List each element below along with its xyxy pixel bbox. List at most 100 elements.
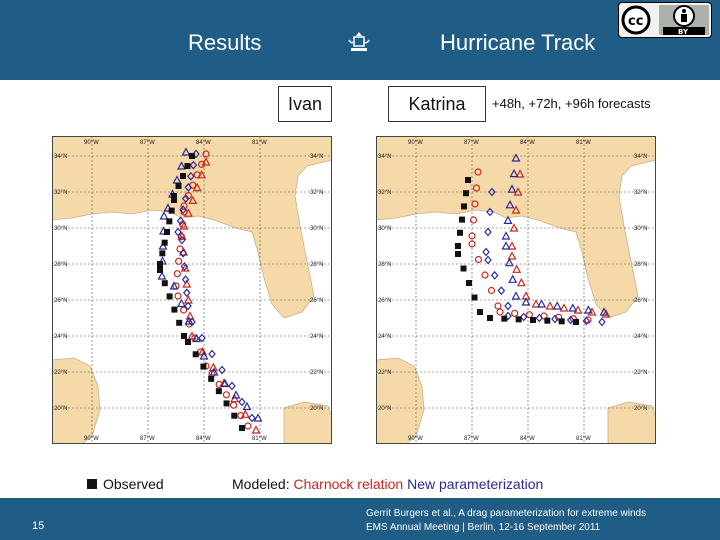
track-marker-observed [192, 351, 199, 358]
track-marker-new-param [535, 313, 544, 323]
track-marker-observed [471, 294, 478, 301]
lat-tick-label-left: 22°N [378, 370, 391, 376]
track-marker-new-param [181, 194, 190, 203]
track-marker-new-param [208, 349, 216, 359]
legend-observed-label: Observed [103, 476, 164, 492]
lon-tick-label-bottom: 84°W [196, 436, 211, 442]
track-marker-charnock [601, 309, 611, 318]
track-marker-charnock [487, 286, 496, 295]
track-marker-new-param [238, 397, 246, 407]
track-marker-charnock [201, 157, 211, 166]
track-marker-new-param [488, 187, 496, 197]
lat-tick-label-right: 30°N [310, 226, 323, 232]
observed-marker-icon [87, 479, 97, 489]
track-marker-observed [530, 317, 536, 323]
lon-tick-label-top: 84°W [520, 140, 535, 146]
legend-modeled: Modeled: Charnock relation New parameter… [232, 476, 543, 492]
track-marker-new-param [228, 381, 236, 391]
track-marker-charnock [222, 391, 230, 399]
lat-tick-label-right: 28°N [310, 262, 323, 268]
track-marker-new-param [505, 200, 515, 209]
track-marker-new-param [180, 261, 189, 271]
track-marker-observed [171, 193, 177, 199]
track-marker-observed [558, 318, 565, 325]
track-marker-observed [208, 375, 215, 382]
lat-tick-label-right: 24°N [634, 334, 647, 340]
cc-text: cc [628, 14, 643, 29]
track-marker-new-param [504, 257, 514, 267]
track-marker-observed [161, 280, 168, 287]
lat-tick-label-left: 34°N [54, 154, 67, 160]
track-marker-new-param [187, 171, 195, 181]
track-marker-observed [176, 319, 183, 326]
track-marker-observed [231, 412, 238, 419]
track-marker-charnock [468, 232, 476, 240]
lat-tick-label-right: 34°N [310, 154, 323, 160]
track-marker-new-param [209, 367, 219, 376]
lon-tick-label-bottom: 90°W [408, 436, 423, 442]
track-marker-charnock [202, 150, 210, 158]
land-area [52, 357, 101, 444]
lat-tick-label-right: 34°N [634, 154, 647, 160]
lat-tick-label-right: 32°N [310, 190, 323, 196]
lon-tick-label-bottom: 84°W [520, 436, 535, 442]
creative-commons-by-icon: cc BY [618, 2, 712, 38]
track-marker-new-param [519, 312, 528, 322]
lon-tick-label-bottom: 90°W [84, 436, 99, 442]
track-marker-observed [573, 319, 579, 325]
track-marker-new-param [486, 207, 494, 217]
track-marker-charnock [474, 255, 483, 264]
track-marker-new-param [176, 298, 187, 308]
lat-tick-label-left: 30°N [378, 226, 391, 232]
storm-label-ivan: Ivan [278, 86, 332, 122]
legend-observed: Observed [87, 476, 164, 492]
track-marker-charnock [507, 241, 517, 250]
track-marker-new-param [169, 281, 179, 290]
track-marker-new-param [521, 297, 531, 306]
lat-tick-label-left: 28°N [54, 262, 67, 268]
lat-tick-label-left: 28°N [378, 262, 391, 268]
track-marker-new-param [199, 351, 209, 360]
track-marker-observed [544, 317, 551, 324]
lon-tick-label-top: 81°W [252, 140, 267, 146]
track-marker-new-param [482, 247, 490, 257]
track-marker-observed [515, 316, 522, 323]
track-marker-new-param [507, 184, 517, 193]
lon-tick-label-top: 87°W [464, 140, 479, 146]
track-marker-charnock [179, 221, 189, 230]
lat-tick-label-left: 32°N [378, 190, 391, 196]
track-marker-new-param [497, 286, 506, 296]
track-marker-charnock [197, 170, 207, 179]
land-area [376, 136, 656, 319]
lat-tick-label-left: 20°N [378, 406, 391, 412]
track-marker-observed [200, 363, 207, 370]
track-marker-charnock [183, 208, 193, 217]
legend-charnock-label: Charnock relation [293, 476, 404, 492]
track-marker-new-param [176, 216, 185, 226]
track-marker-observed [455, 251, 461, 257]
lon-tick-label-top: 81°W [576, 140, 591, 146]
slide-footer: 15 Gerrit Burgers et al., A drag paramet… [0, 498, 720, 540]
lat-tick-label-left: 30°N [54, 226, 67, 232]
track-marker-new-param [189, 160, 198, 170]
track-marker-new-param [490, 270, 499, 280]
track-marker-new-param [174, 227, 182, 237]
track-marker-new-param [184, 316, 194, 325]
track-marker-observed [181, 333, 187, 339]
track-marker-observed [171, 197, 177, 203]
track-marker-new-param [176, 161, 187, 170]
track-marker-observed [157, 261, 163, 267]
track-marker-charnock [512, 264, 522, 273]
track-marker-observed [239, 425, 245, 431]
track-marker-new-param [504, 301, 512, 311]
track-marker-new-param [179, 205, 187, 215]
track-marker-new-param [218, 365, 226, 375]
track-marker-new-param [183, 288, 191, 298]
lat-tick-label-right: 22°N [634, 370, 647, 376]
track-marker-new-param [537, 299, 547, 308]
track-marker-new-param [188, 317, 196, 327]
track-marker-new-param [508, 274, 518, 283]
track-marker-observed [459, 216, 465, 223]
track-marker-charnock [545, 301, 555, 310]
track-marker-charnock [513, 187, 523, 196]
